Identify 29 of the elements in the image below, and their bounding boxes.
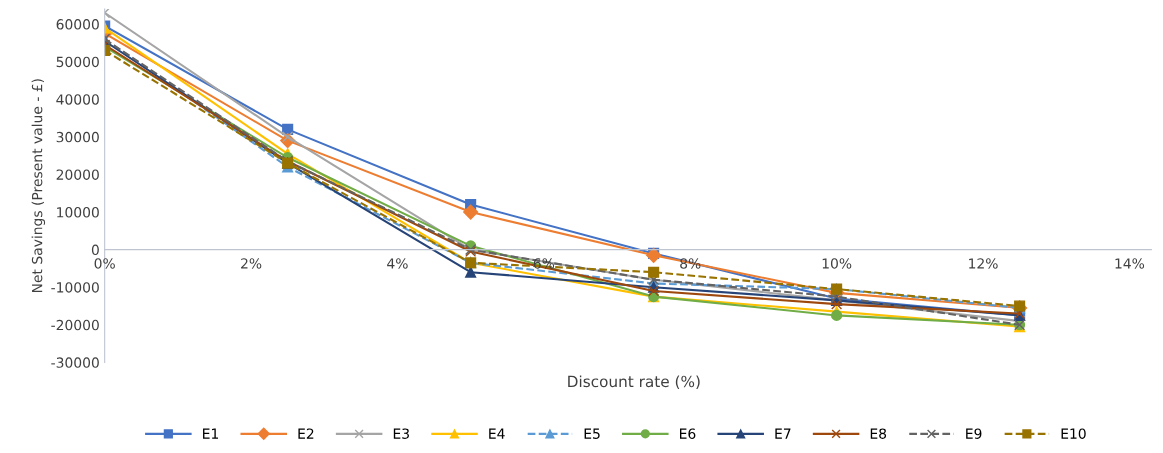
legend-label: E5	[584, 428, 600, 439]
y-tick-label: -20000	[51, 319, 99, 331]
legend-label: E10	[1061, 428, 1086, 439]
y-tick-label: 60000	[56, 19, 99, 30]
x-tick-label: 4%	[387, 258, 408, 269]
y-tick-label: -30000	[51, 357, 99, 368]
x-axis-title: Discount rate (%)	[568, 375, 700, 390]
y-tick-label: 10000	[57, 207, 99, 218]
y-tick-label: 0	[91, 244, 99, 256]
x-tick-label: 12%	[969, 258, 998, 269]
x-tick-label: 10%	[822, 258, 852, 269]
legend-label: E3	[393, 428, 409, 439]
legend-label: E2	[298, 428, 314, 439]
legend-label: E4	[489, 428, 505, 439]
y-tick-label: -10000	[51, 282, 99, 293]
legend-label: E1	[203, 428, 219, 439]
y-tick-label: 30000	[56, 131, 99, 143]
y-axis-title: Net Savings (Present value - £)	[31, 79, 46, 293]
legend-label: E8	[870, 428, 887, 439]
y-tick-label: 50000	[56, 56, 99, 68]
legend-label: E9	[966, 428, 982, 439]
legend-label: E6	[680, 428, 696, 439]
x-tick-label: 6%	[533, 258, 555, 269]
x-tick-label: 0%	[94, 258, 115, 269]
y-tick-label: 40000	[56, 94, 99, 105]
x-tick-label: 2%	[241, 258, 262, 269]
legend-label: E7	[775, 428, 791, 439]
x-tick-label: 14%	[1115, 258, 1145, 269]
y-tick-label: 20000	[56, 169, 99, 180]
